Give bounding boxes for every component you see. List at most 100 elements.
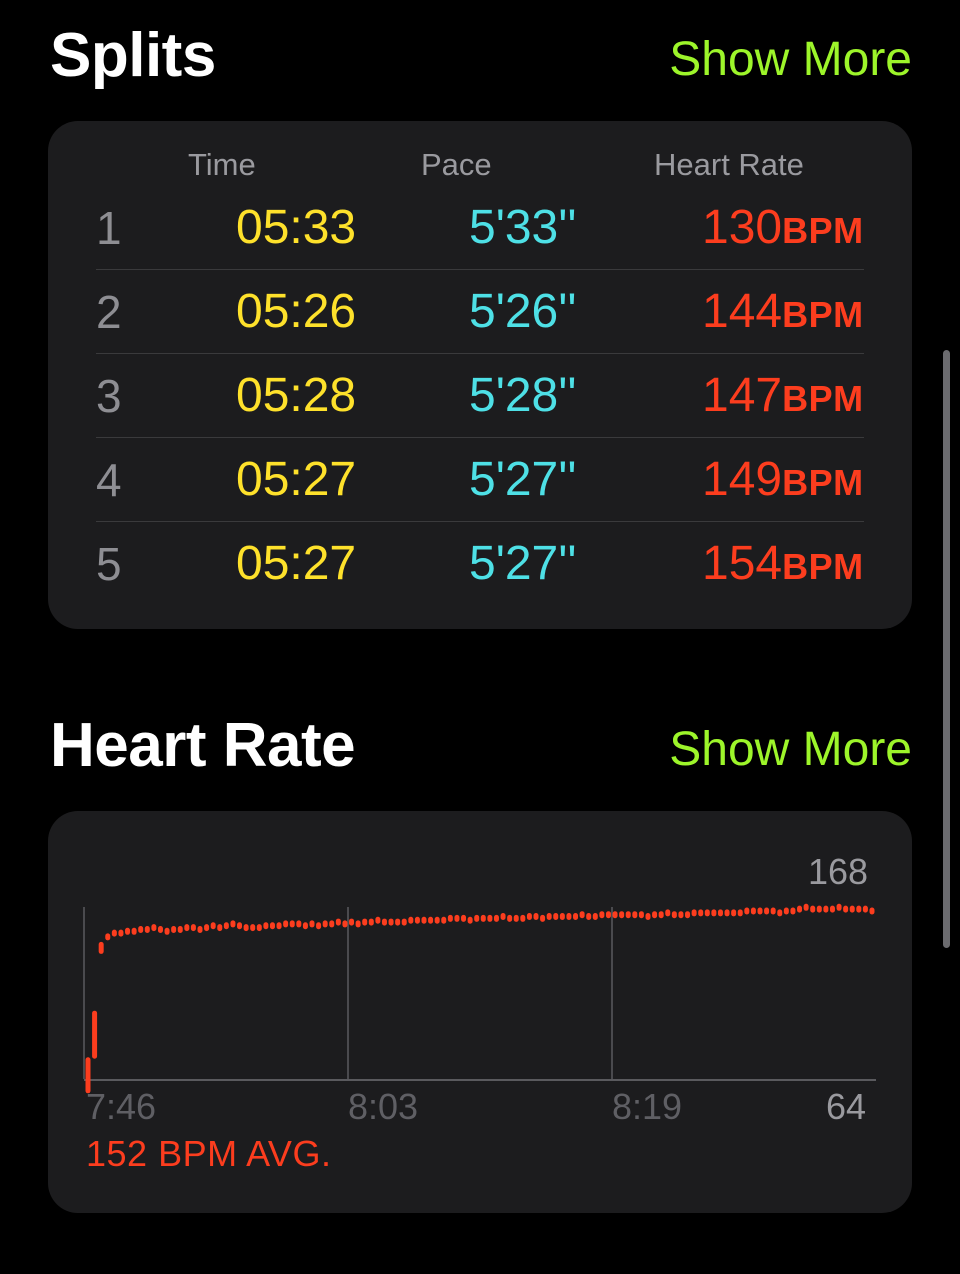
heart-rate-sample xyxy=(309,920,315,928)
heart-rate-sample xyxy=(586,913,592,921)
heart-rate-sample xyxy=(461,914,467,922)
split-heart-rate-value: 154 xyxy=(702,537,783,590)
heart-rate-sample xyxy=(691,909,697,917)
scrollbar[interactable] xyxy=(943,350,950,948)
split-number: 1 xyxy=(96,202,122,254)
heart-rate-sample xyxy=(283,920,289,928)
heart-rate-sample xyxy=(856,905,862,913)
split-heart-rate-value: 130 xyxy=(702,201,783,254)
split-pace: 5'28'' xyxy=(469,369,577,422)
split-row: 4 05:27 5'27'' 149BPM xyxy=(96,438,864,522)
heart-rate-sample xyxy=(421,916,427,924)
heart-rate-sample xyxy=(612,911,618,919)
heart-rate-sample xyxy=(487,914,493,922)
heart-rate-sample xyxy=(797,905,803,913)
heart-rate-sample xyxy=(256,924,262,932)
heart-rate-sample xyxy=(605,911,611,919)
heart-rate-sample xyxy=(869,907,875,915)
heart-rate-sample xyxy=(335,918,341,926)
heart-rate-sample xyxy=(533,913,539,921)
heart-rate-sample xyxy=(151,924,157,932)
heart-rate-sample xyxy=(711,909,717,917)
split-heart-rate: 144BPM xyxy=(702,284,864,339)
heart-rate-sample xyxy=(217,924,223,932)
heart-rate-sample xyxy=(474,914,480,922)
split-heart-rate-unit: BPM xyxy=(782,378,864,419)
heart-rate-sample xyxy=(302,922,308,930)
splits-card: Time Pace Heart Rate 1 05:33 5'33'' 130B… xyxy=(48,121,912,629)
heart-rate-sample xyxy=(237,922,243,930)
heart-rate-sample xyxy=(414,916,420,924)
average-bpm-label: 152 BPM AVG. xyxy=(86,1133,332,1174)
heart-rate-sample xyxy=(349,918,355,926)
heart-rate-sample xyxy=(493,914,499,922)
split-number: 3 xyxy=(96,370,122,422)
heart-rate-sample xyxy=(177,925,183,933)
split-heart-rate-unit: BPM xyxy=(782,294,864,335)
heart-rate-sample xyxy=(737,909,743,917)
heart-rate-sample xyxy=(223,922,229,930)
heart-rate-sample xyxy=(658,911,664,919)
heart-rate-sample xyxy=(849,905,855,913)
heart-rate-sample xyxy=(204,924,210,932)
heart-rate-sample xyxy=(843,905,849,913)
heart-rate-sample xyxy=(250,924,256,932)
heart-rate-sample xyxy=(395,918,401,926)
heart-rate-sample xyxy=(269,922,275,930)
heart-rate-sample xyxy=(862,905,868,913)
heart-rate-sample xyxy=(263,922,269,930)
heart-rate-sample xyxy=(717,909,723,917)
heart-rate-sample xyxy=(111,929,117,937)
heart-rate-sample xyxy=(289,920,295,928)
heart-rate-sample xyxy=(322,920,328,928)
heart-rate-sample xyxy=(678,911,684,919)
heart-rate-sample xyxy=(507,914,513,922)
split-heart-rate: 154BPM xyxy=(702,536,864,591)
heart-rate-chart xyxy=(83,903,876,1094)
heart-rate-sample xyxy=(138,925,144,933)
heart-rate-chart-card[interactable]: 168 64 7:46 8:03 8:19 152 BPM AVG. xyxy=(48,811,912,1213)
heart-rate-column-header: Heart Rate xyxy=(654,147,804,182)
heart-rate-sample xyxy=(316,922,322,930)
heart-rate-sample xyxy=(454,914,460,922)
heart-rate-sample xyxy=(428,916,434,924)
heart-rate-sample xyxy=(625,911,631,919)
heart-rate-sample xyxy=(98,941,104,954)
split-number: 5 xyxy=(96,538,122,590)
split-pace: 5'33'' xyxy=(469,201,577,254)
splits-header: Splits Show More xyxy=(50,20,912,90)
heart-rate-sample xyxy=(526,913,532,921)
heart-rate-sample xyxy=(731,909,737,917)
split-row: 5 05:27 5'27'' 154BPM xyxy=(96,522,864,606)
heart-rate-sample xyxy=(105,933,111,941)
heart-rate-sample xyxy=(190,924,196,932)
split-time: 05:27 xyxy=(236,537,357,590)
chart-min-label: 64 xyxy=(826,1086,867,1127)
split-time: 05:27 xyxy=(236,453,357,506)
heart-rate-sample xyxy=(144,925,150,933)
heart-rate-sample xyxy=(210,922,216,930)
heart-rate-sample xyxy=(592,913,598,921)
heart-rate-sample xyxy=(296,920,302,928)
split-heart-rate-unit: BPM xyxy=(782,462,864,503)
heart-rate-sample xyxy=(540,914,546,922)
row-divider xyxy=(96,269,864,270)
split-heart-rate: 149BPM xyxy=(702,452,864,507)
splits-title: Splits xyxy=(50,21,216,90)
heart-rate-sample xyxy=(362,918,368,926)
split-heart-rate: 130BPM xyxy=(702,200,864,255)
heart-rate-show-more-button[interactable]: Show More xyxy=(669,723,912,776)
split-pace: 5'27'' xyxy=(469,453,577,506)
heart-rate-sample xyxy=(401,918,407,926)
heart-rate-sample xyxy=(698,909,704,917)
splits-show-more-button[interactable]: Show More xyxy=(669,33,912,86)
heart-rate-sample xyxy=(171,925,177,933)
heart-rate-sample xyxy=(520,914,526,922)
heart-rate-sample xyxy=(744,907,750,915)
heart-rate-sample xyxy=(638,911,644,919)
heart-rate-sample xyxy=(836,903,842,911)
heart-rate-sample xyxy=(783,907,789,915)
heart-rate-sample xyxy=(573,913,579,921)
split-time: 05:26 xyxy=(236,285,357,338)
heart-rate-sample xyxy=(566,913,572,921)
